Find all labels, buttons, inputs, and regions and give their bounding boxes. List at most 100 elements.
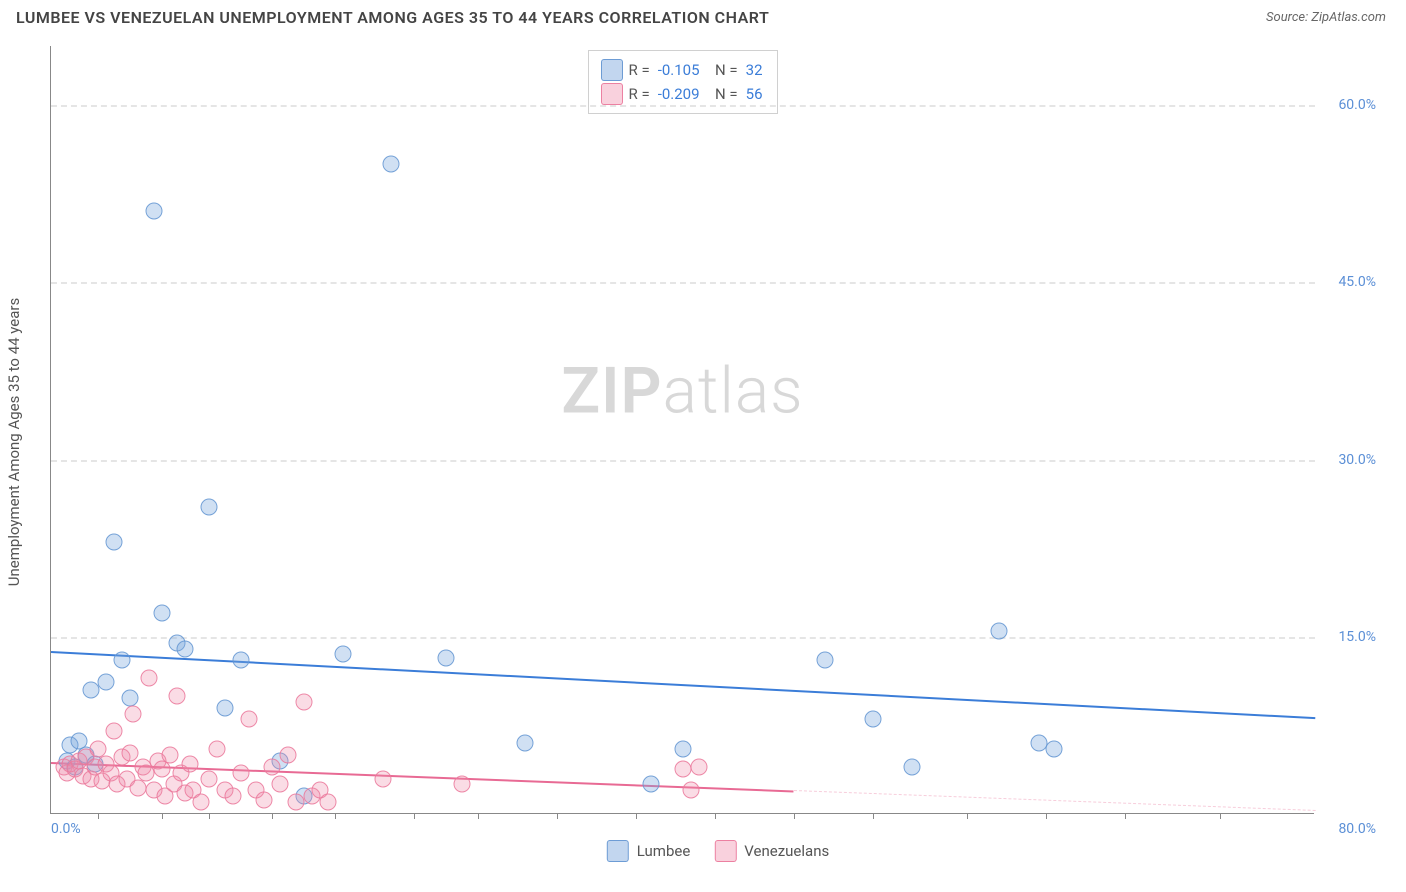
x-tick-label: 0.0% <box>51 821 81 837</box>
x-tick-label: 80.0% <box>1338 821 1376 837</box>
x-tick-mark <box>162 813 163 819</box>
gridline <box>51 105 1315 107</box>
data-point <box>114 652 131 669</box>
data-point <box>240 711 257 728</box>
data-point <box>904 758 921 775</box>
trend-line <box>794 790 1315 811</box>
data-point <box>161 746 178 763</box>
x-tick-mark <box>715 813 716 819</box>
data-point <box>335 646 352 663</box>
x-tick-mark <box>1125 813 1126 819</box>
swatch-lumbee <box>607 840 629 862</box>
data-point <box>145 203 162 220</box>
y-axis-title: Unemployment Among Ages 35 to 44 years <box>5 298 23 586</box>
data-point <box>280 746 297 763</box>
data-point <box>129 780 146 797</box>
chart-container: Unemployment Among Ages 35 to 44 years Z… <box>50 46 1386 838</box>
x-tick-mark <box>1220 813 1221 819</box>
y-tick-label: 60.0% <box>1338 97 1376 113</box>
data-point <box>272 776 289 793</box>
data-point <box>287 794 304 811</box>
data-point <box>153 605 170 622</box>
legend-r-venezuelans: -0.209 <box>658 85 700 103</box>
data-point <box>319 794 336 811</box>
data-point <box>208 741 225 758</box>
x-tick-mark <box>98 813 99 819</box>
y-tick-label: 45.0% <box>1338 274 1376 290</box>
data-point <box>438 650 455 667</box>
data-point <box>517 735 534 752</box>
legend-r-label: R = <box>628 85 649 103</box>
legend-item-venezuelans: Venezuelans <box>714 840 829 862</box>
data-point <box>264 758 281 775</box>
series-legend: Lumbee Venezuelans <box>607 840 829 862</box>
data-point <box>256 791 273 808</box>
data-point <box>864 711 881 728</box>
x-tick-mark <box>636 813 637 819</box>
legend-n-label: N = <box>708 85 738 103</box>
y-tick-label: 15.0% <box>1338 629 1376 645</box>
chart-title: LUMBEE VS VENEZUELAN UNEMPLOYMENT AMONG … <box>16 8 769 27</box>
chart-header: LUMBEE VS VENEZUELAN UNEMPLOYMENT AMONG … <box>0 0 1406 31</box>
data-point <box>295 693 312 710</box>
data-point <box>98 673 115 690</box>
swatch-lumbee <box>600 59 622 81</box>
legend-r-lumbee: -0.105 <box>658 61 700 79</box>
data-point <box>675 741 692 758</box>
data-point <box>817 652 834 669</box>
data-point <box>643 776 660 793</box>
data-point <box>122 744 139 761</box>
data-point <box>193 794 210 811</box>
swatch-venezuelans <box>714 840 736 862</box>
data-point <box>122 690 139 707</box>
y-tick-label: 30.0% <box>1338 452 1376 468</box>
legend-n-venezuelans: 56 <box>746 85 763 103</box>
data-point <box>140 670 157 687</box>
legend-row-venezuelans: R = -0.209 N = 56 <box>600 83 764 105</box>
data-point <box>682 782 699 799</box>
data-point <box>690 758 707 775</box>
data-point <box>232 652 249 669</box>
x-tick-mark <box>272 813 273 819</box>
x-tick-mark <box>1046 813 1047 819</box>
data-point <box>374 770 391 787</box>
plot-area: ZIPatlas R = -0.105 N = 32 R = -0.209 N … <box>50 46 1314 814</box>
data-point <box>106 534 123 551</box>
legend-label-venezuelans: Venezuelans <box>744 842 829 860</box>
data-point <box>453 776 470 793</box>
data-point <box>125 705 142 722</box>
x-tick-mark <box>873 813 874 819</box>
data-point <box>201 498 218 515</box>
legend-n-lumbee: 32 <box>746 61 763 79</box>
chart-source: Source: ZipAtlas.com <box>1266 10 1386 25</box>
data-point <box>991 622 1008 639</box>
x-tick-mark <box>414 813 415 819</box>
legend-row-lumbee: R = -0.105 N = 32 <box>600 59 764 81</box>
gridline <box>51 637 1315 639</box>
gridline <box>51 282 1315 284</box>
data-point <box>216 699 233 716</box>
x-tick-mark <box>335 813 336 819</box>
legend-label-lumbee: Lumbee <box>637 842 691 860</box>
x-tick-mark <box>967 813 968 819</box>
legend-r-label: R = <box>628 61 649 79</box>
legend-item-lumbee: Lumbee <box>607 840 691 862</box>
gridline <box>51 460 1315 462</box>
x-tick-mark <box>557 813 558 819</box>
legend-n-label: N = <box>708 61 738 79</box>
data-point <box>382 156 399 173</box>
data-point <box>106 723 123 740</box>
data-point <box>675 761 692 778</box>
data-point <box>232 764 249 781</box>
x-tick-mark <box>794 813 795 819</box>
watermark: ZIPatlas <box>561 354 803 429</box>
data-point <box>169 687 186 704</box>
data-point <box>82 681 99 698</box>
data-point <box>224 788 241 805</box>
data-point <box>1046 741 1063 758</box>
data-point <box>201 770 218 787</box>
data-point <box>1030 735 1047 752</box>
data-point <box>177 640 194 657</box>
x-tick-mark <box>209 813 210 819</box>
data-point <box>182 756 199 773</box>
